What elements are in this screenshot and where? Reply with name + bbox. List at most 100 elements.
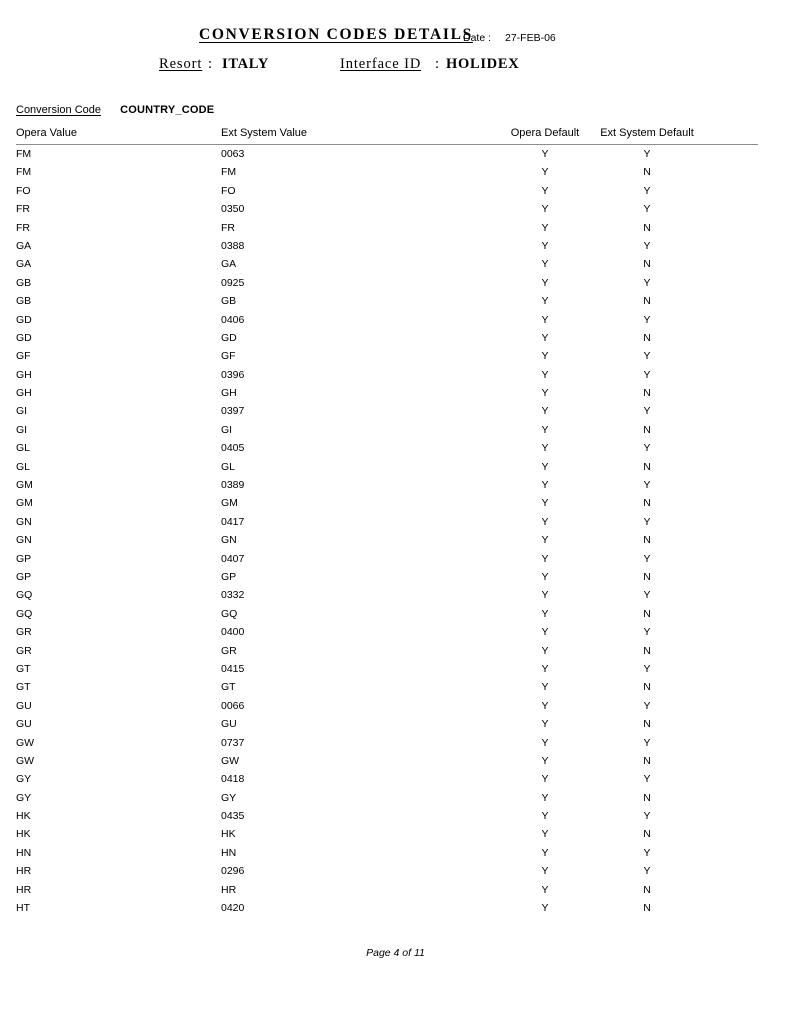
table-row: GH GH Y N: [16, 387, 758, 405]
cell-ext-system-value: GM: [221, 497, 238, 510]
cell-ext-system-default: Y: [643, 148, 651, 160]
cell-opera-value: GR: [16, 626, 32, 639]
cell-ext-system-value: 0415: [221, 662, 245, 675]
cell-ext-system-value: GR: [221, 644, 237, 657]
cell-ext-system-value: 0397: [221, 405, 245, 418]
cell-ext-system-default: N: [643, 681, 651, 694]
cell-ext-system-value: 0396: [221, 368, 245, 381]
cell-opera-default: Y: [541, 368, 549, 381]
cell-opera-default: Y: [541, 589, 549, 602]
table-row: GA 0388 Y Y: [16, 240, 758, 258]
cell-ext-system-value: 0435: [221, 810, 245, 823]
resort-label: Resort: [159, 56, 203, 72]
cell-opera-default: Y: [541, 258, 549, 271]
cell-ext-system-default: N: [643, 902, 651, 915]
cell-ext-system-default: N: [643, 791, 651, 804]
cell-opera-value: GL: [16, 442, 31, 455]
cell-opera-value: GQ: [16, 589, 33, 602]
cell-opera-value: GP: [16, 570, 32, 583]
cell-ext-system-default: Y: [643, 865, 651, 878]
cell-ext-system-value: GP: [221, 570, 237, 583]
table-row: FR 0350 Y Y: [16, 203, 758, 221]
cell-opera-value: HR: [16, 865, 32, 878]
cell-ext-system-value: HK: [221, 828, 236, 841]
cell-ext-system-default: Y: [643, 368, 651, 381]
cell-ext-system-value: GU: [221, 718, 237, 731]
cell-opera-default: Y: [541, 387, 549, 400]
cell-opera-default: Y: [541, 644, 549, 657]
cell-ext-system-value: HN: [221, 846, 237, 859]
cell-ext-system-default: N: [643, 221, 651, 234]
cell-ext-system-value: FR: [221, 221, 235, 234]
cell-opera-value: GD: [16, 331, 32, 344]
cell-opera-default: Y: [541, 239, 549, 252]
cell-ext-system-value: GI: [221, 423, 233, 436]
cell-ext-system-value: 0389: [221, 479, 245, 492]
resort-separator: :: [208, 56, 213, 72]
cell-opera-default: Y: [541, 865, 549, 878]
cell-opera-value: GY: [16, 791, 32, 804]
table-row: GM 0389 Y Y: [16, 479, 758, 497]
cell-opera-value: FO: [16, 184, 31, 197]
cell-opera-default: Y: [541, 423, 549, 436]
cell-opera-value: GF: [16, 350, 31, 363]
cell-opera-value: HK: [16, 828, 31, 841]
cell-opera-value: GR: [16, 644, 32, 657]
cell-opera-default: Y: [541, 736, 549, 749]
cell-opera-default: Y: [541, 773, 549, 786]
cell-opera-default: Y: [541, 662, 549, 675]
cell-ext-system-default: N: [643, 497, 651, 510]
cell-ext-system-default: N: [643, 423, 651, 436]
report-meta: Resort : ITALY Interface ID : HOLIDEX: [0, 56, 791, 78]
cell-opera-default: Y: [541, 184, 549, 197]
cell-ext-system-default: Y: [643, 479, 651, 492]
cell-ext-system-value: 0400: [221, 626, 245, 639]
cell-opera-default: Y: [541, 295, 549, 308]
column-header-opera-value: Opera Value: [16, 127, 77, 139]
table-row: GR GR Y N: [16, 645, 758, 663]
cell-opera-default: Y: [541, 276, 549, 289]
cell-opera-default: Y: [541, 570, 549, 583]
table-row: GI GI Y N: [16, 424, 758, 442]
cell-ext-system-default: Y: [643, 662, 651, 675]
cell-ext-system-value: 0388: [221, 239, 245, 252]
cell-ext-system-value: 0066: [221, 699, 245, 712]
date-value: 27-FEB-06: [505, 32, 556, 44]
table-row: HR HR Y N: [16, 884, 758, 902]
cell-opera-value: GT: [16, 662, 31, 675]
table-row: FR FR Y N: [16, 222, 758, 240]
table-row: GM GM Y N: [16, 497, 758, 515]
cell-opera-value: GQ: [16, 607, 33, 620]
cell-opera-default: Y: [541, 828, 549, 841]
cell-ext-system-default: Y: [643, 552, 651, 565]
header-divider: [16, 144, 758, 145]
cell-ext-system-value: FO: [221, 184, 236, 197]
cell-ext-system-value: GB: [221, 295, 237, 308]
cell-opera-default: Y: [541, 846, 549, 859]
table-row: GU 0066 Y Y: [16, 700, 758, 718]
cell-opera-value: GU: [16, 718, 32, 731]
table-row: GA GA Y N: [16, 258, 758, 276]
table-row: FO FO Y Y: [16, 185, 758, 203]
cell-opera-value: GI: [16, 423, 28, 436]
cell-ext-system-default: N: [643, 607, 651, 620]
cell-ext-system-default: N: [643, 644, 651, 657]
cell-ext-system-value: 0420: [221, 902, 245, 915]
cell-ext-system-default: N: [643, 295, 651, 308]
cell-ext-system-default: Y: [643, 405, 651, 418]
cell-ext-system-value: GH: [221, 387, 237, 400]
cell-ext-system-default: Y: [643, 699, 651, 712]
table-row: GQ GQ Y N: [16, 608, 758, 626]
cell-ext-system-default: N: [643, 828, 651, 841]
cell-opera-default: Y: [541, 791, 549, 804]
conversion-code-label: Conversion Code: [16, 104, 101, 116]
cell-opera-value: HR: [16, 883, 32, 896]
cell-ext-system-default: Y: [643, 773, 651, 786]
cell-opera-value: GM: [16, 479, 33, 492]
table-row: GL 0405 Y Y: [16, 442, 758, 460]
cell-opera-value: GH: [16, 387, 32, 400]
cell-opera-value: FR: [16, 203, 30, 216]
cell-ext-system-value: 0406: [221, 313, 245, 326]
cell-ext-system-default: N: [643, 570, 651, 583]
cell-opera-default: Y: [541, 221, 549, 234]
